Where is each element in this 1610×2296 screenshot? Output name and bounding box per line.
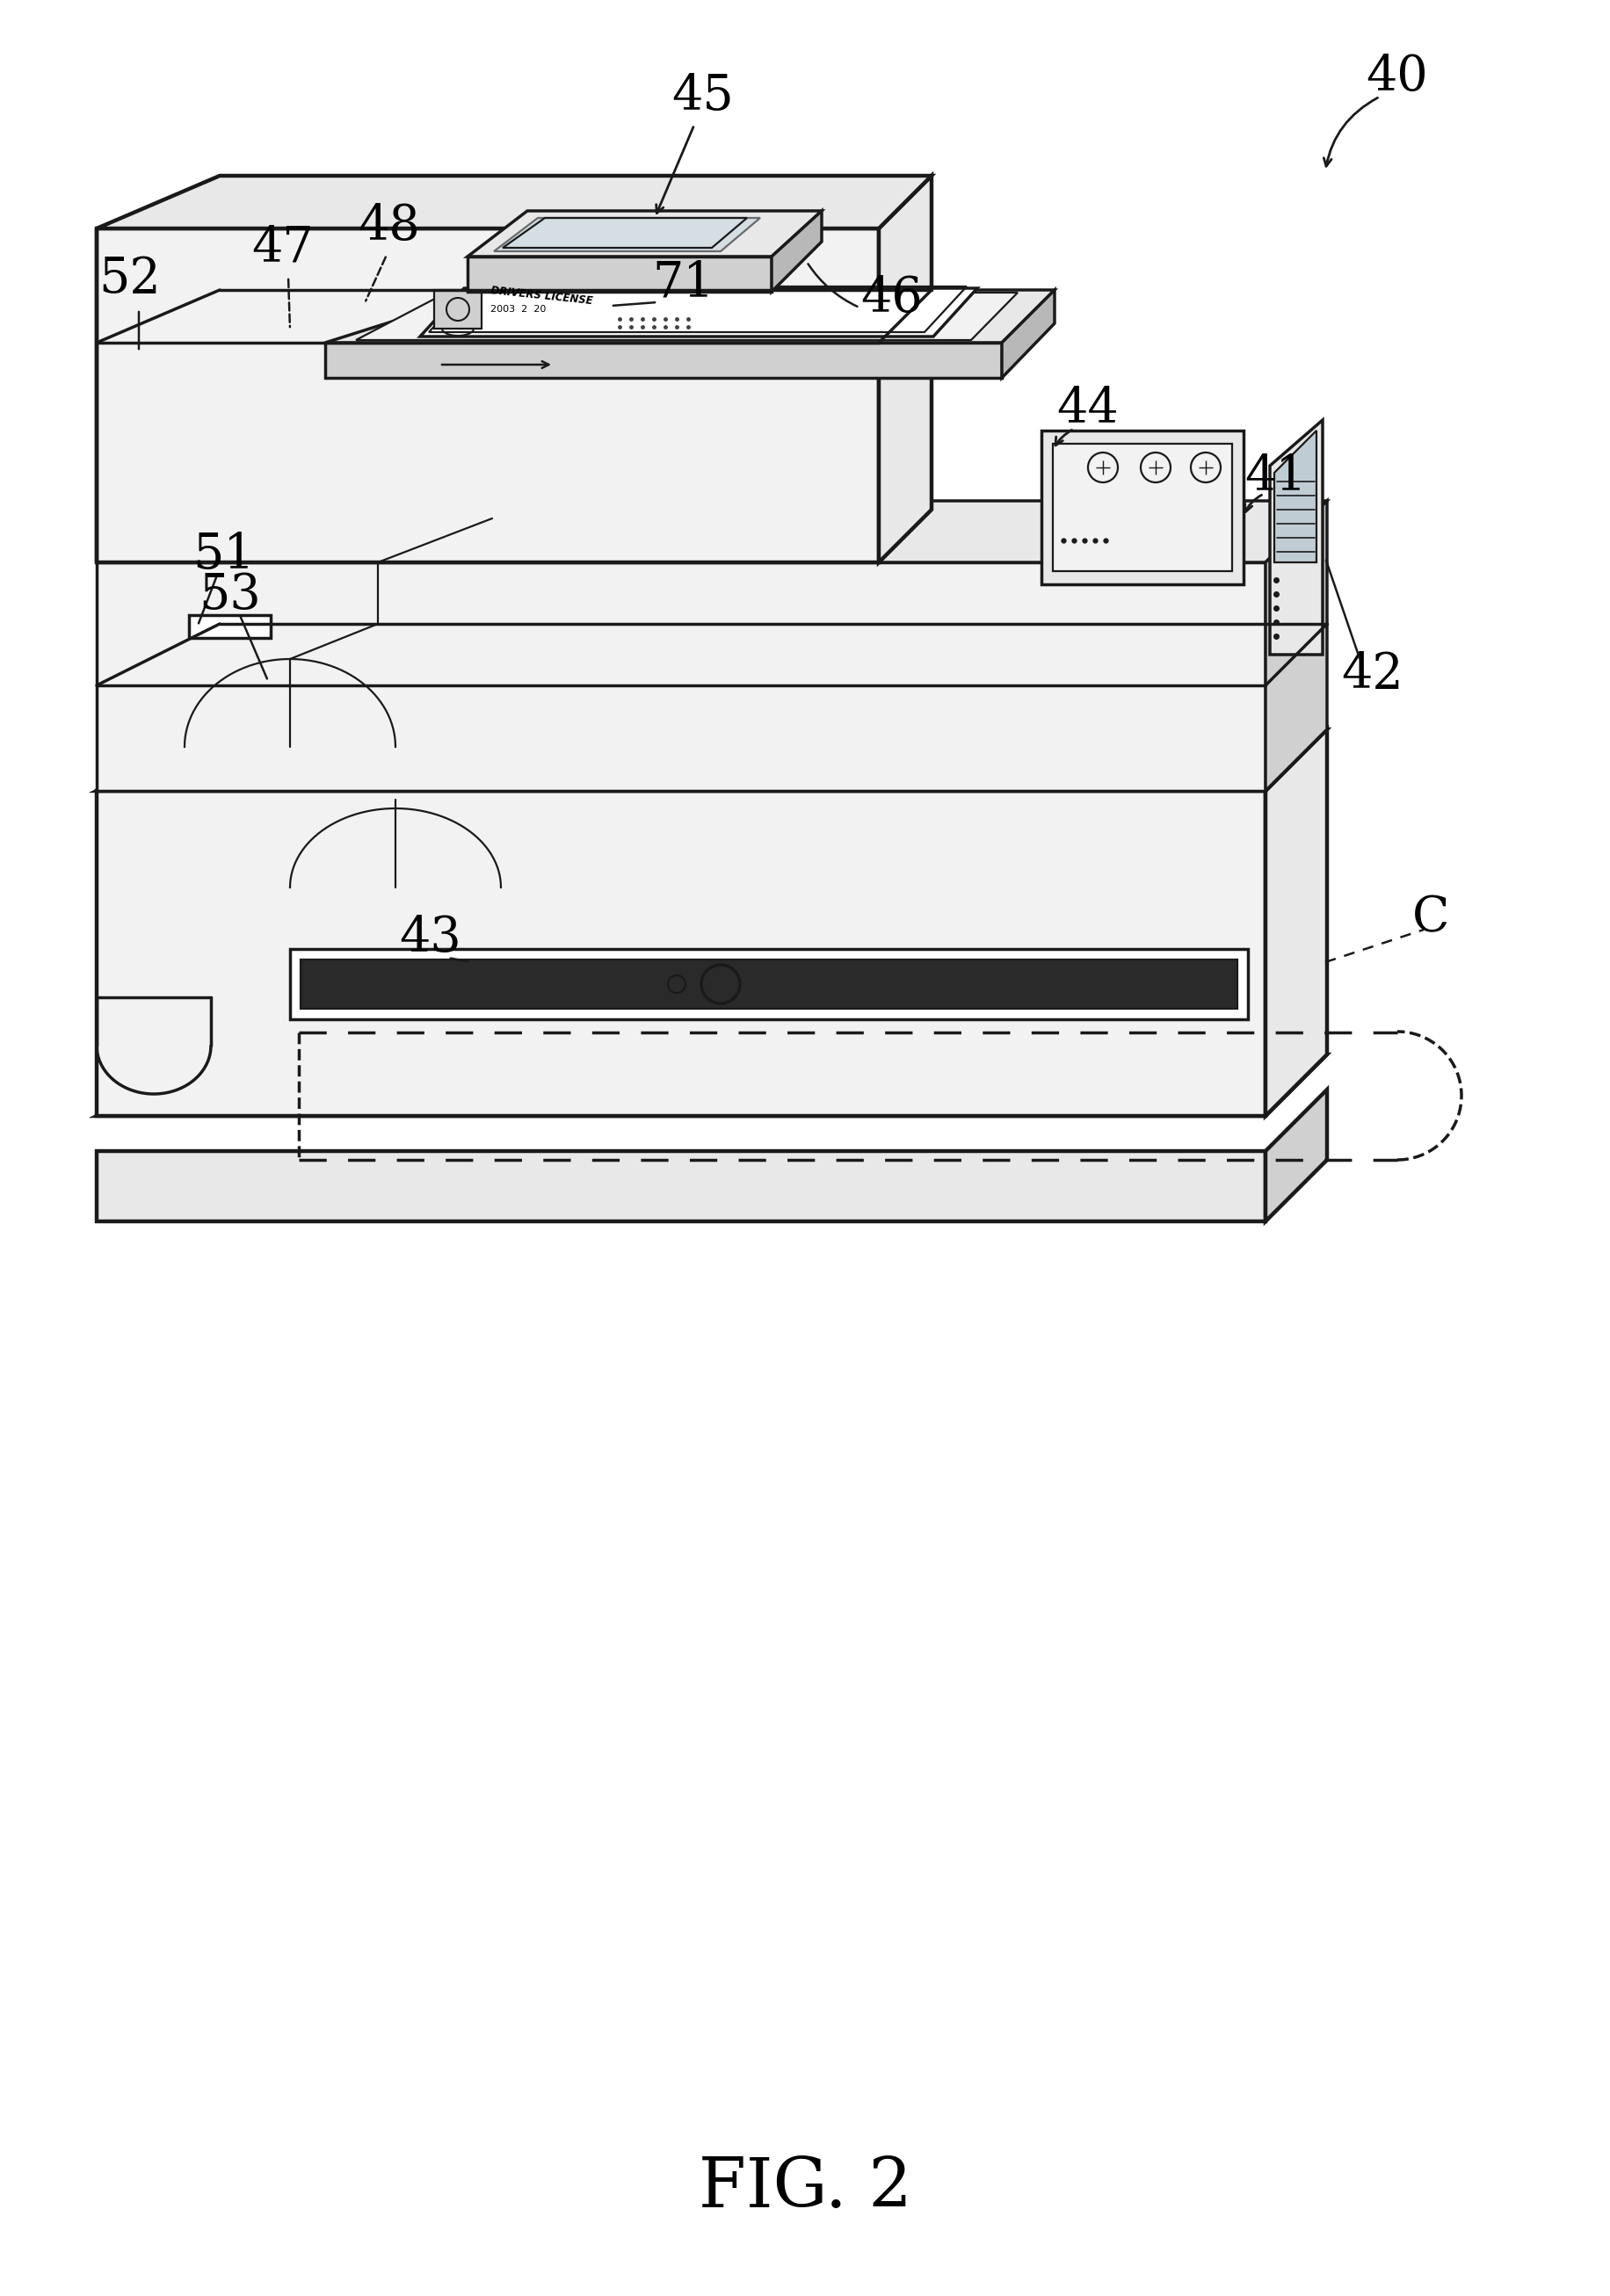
Text: 42: 42 — [1341, 650, 1402, 698]
Polygon shape — [1265, 730, 1327, 1116]
Text: 44: 44 — [1056, 383, 1119, 432]
Text: 40: 40 — [1365, 53, 1428, 101]
Polygon shape — [290, 948, 1248, 1019]
Polygon shape — [325, 289, 1055, 342]
Polygon shape — [1001, 289, 1055, 379]
Text: 46: 46 — [860, 276, 923, 324]
Polygon shape — [97, 177, 931, 230]
Text: 41: 41 — [1245, 452, 1306, 501]
Polygon shape — [771, 211, 821, 292]
Polygon shape — [1040, 432, 1243, 583]
Text: 53: 53 — [200, 572, 261, 620]
Polygon shape — [435, 289, 481, 328]
Polygon shape — [1053, 443, 1232, 572]
Polygon shape — [301, 960, 1236, 1008]
Text: 48: 48 — [357, 202, 420, 250]
Polygon shape — [356, 292, 1018, 340]
Text: 71: 71 — [652, 259, 715, 308]
Polygon shape — [325, 342, 1001, 379]
Text: 51: 51 — [193, 530, 254, 579]
Polygon shape — [1274, 432, 1315, 563]
Text: 2003  2  20: 2003 2 20 — [489, 305, 546, 315]
Polygon shape — [97, 501, 1327, 563]
Polygon shape — [97, 730, 1327, 790]
Polygon shape — [1265, 1091, 1327, 1221]
Polygon shape — [879, 177, 931, 563]
Polygon shape — [1265, 501, 1327, 790]
Polygon shape — [97, 790, 1265, 1116]
Text: C: C — [1412, 893, 1449, 941]
Polygon shape — [467, 211, 821, 257]
Text: 52: 52 — [98, 255, 161, 303]
Polygon shape — [97, 230, 879, 563]
Text: FIG. 2: FIG. 2 — [697, 2154, 911, 2220]
Polygon shape — [467, 257, 771, 292]
Polygon shape — [188, 615, 270, 638]
Polygon shape — [494, 218, 760, 250]
Text: 47: 47 — [251, 223, 314, 271]
Text: DRIVERS LICENSE: DRIVERS LICENSE — [489, 285, 594, 308]
Text: 45: 45 — [671, 73, 734, 122]
Polygon shape — [97, 1054, 1327, 1116]
Polygon shape — [420, 289, 977, 338]
Text: 43: 43 — [399, 914, 462, 962]
Polygon shape — [97, 563, 1265, 790]
Polygon shape — [97, 1150, 1265, 1221]
Polygon shape — [1269, 420, 1322, 654]
